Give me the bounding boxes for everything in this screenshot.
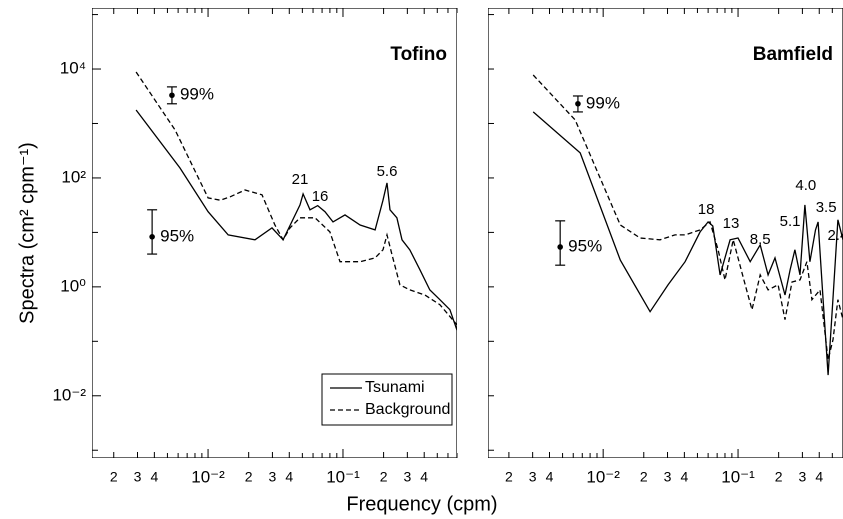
plot-area: [488, 8, 843, 458]
series-line: [135, 109, 457, 331]
error-label: 95%: [160, 226, 194, 245]
x-tick-label: 4: [546, 469, 554, 485]
peak-label: 5.6: [377, 163, 398, 180]
y-tick-label: 10²: [61, 167, 86, 186]
peak-label: 21: [292, 171, 309, 188]
series-line: [135, 71, 457, 326]
error-point: [575, 100, 581, 107]
panel-title: Bamfield: [753, 44, 833, 65]
error-point: [169, 92, 175, 99]
x-tick-label: 2: [775, 469, 783, 485]
x-tick-label: 4: [420, 469, 428, 485]
y-tick-label: 10⁴: [60, 59, 86, 78]
x-tick-label: 2: [110, 469, 118, 485]
y-tick-label: 10⁻²: [52, 385, 86, 404]
x-tick-label: 4: [815, 469, 823, 485]
x-tick-label: 10⁻¹: [326, 467, 360, 486]
x-axis-label: Frequency (cpm): [346, 493, 497, 515]
panel-title: Tofino: [390, 44, 447, 65]
x-tick-label: 2: [640, 469, 648, 485]
peak-label: 2.4: [827, 227, 843, 244]
error-point: [149, 234, 155, 240]
legend-box: [321, 373, 453, 426]
x-tick-label: 10⁻²: [586, 467, 620, 486]
plot-area: [92, 8, 457, 458]
legend-label: Tsunami: [365, 379, 425, 396]
x-tick-label: 4: [285, 469, 293, 485]
legend-label: Background: [365, 401, 450, 418]
x-tick-label: 10⁻²: [191, 467, 225, 486]
x-tick-label: 2: [245, 469, 253, 485]
y-tick-label: 10⁰: [60, 276, 86, 295]
x-tick-label: 2: [380, 469, 388, 485]
peak-label: 3.5: [816, 199, 837, 216]
peak-label: 4.0: [795, 177, 816, 194]
peak-label: 16: [312, 188, 329, 205]
x-tick-label: 3: [664, 469, 672, 485]
x-tick-label: 3: [134, 469, 142, 485]
x-tick-label: 4: [150, 469, 158, 485]
peak-label: 18: [698, 201, 715, 218]
x-tick-label: 3: [403, 469, 411, 485]
error-label: 99%: [586, 93, 620, 112]
peak-label: 5.1: [780, 213, 801, 230]
x-tick-label: 2: [505, 469, 513, 485]
plot-frame: [488, 8, 843, 458]
x-tick-label: 3: [529, 469, 537, 485]
x-tick-label: 3: [798, 469, 806, 485]
peak-label: 13: [723, 215, 740, 232]
y-axis-label: Spectra (cm² cpm⁻¹): [16, 142, 38, 324]
error-label: 95%: [568, 236, 602, 255]
error-point: [557, 244, 563, 250]
series-line: [532, 74, 843, 360]
peak-label: 8.5: [750, 231, 771, 248]
x-tick-label: 10⁻¹: [721, 467, 755, 486]
error-label: 99%: [180, 85, 214, 104]
x-tick-label: 4: [680, 469, 688, 485]
x-tick-label: 3: [269, 469, 277, 485]
series-line: [532, 111, 843, 376]
